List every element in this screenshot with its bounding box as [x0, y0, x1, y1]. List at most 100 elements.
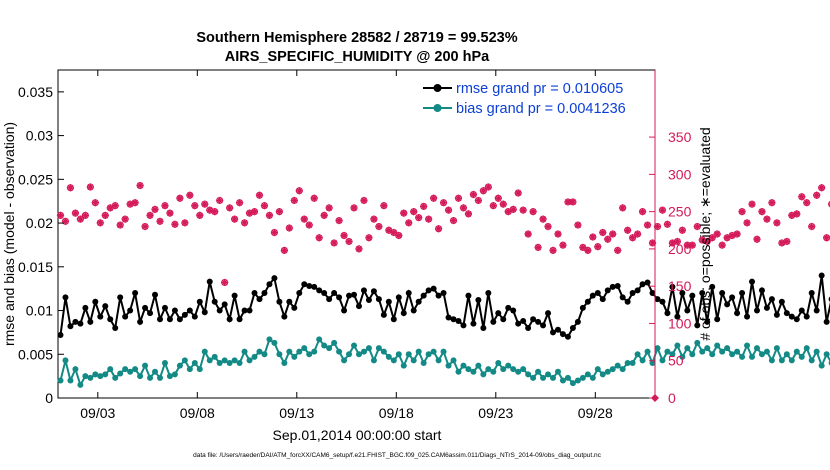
bias-point	[749, 353, 756, 360]
obs-evaluated-marker	[494, 194, 502, 202]
x-tick-label: 09/28	[578, 405, 613, 421]
rmse-point	[206, 278, 213, 285]
bias-point	[211, 353, 218, 360]
rmse-point	[793, 316, 800, 323]
obs-evaluated-marker	[425, 215, 433, 223]
obs-evaluated-marker	[708, 234, 716, 242]
bias-point	[291, 353, 298, 360]
rmse-point	[445, 314, 452, 321]
rmse-point	[346, 292, 353, 299]
legend-bias-label: bias grand pr = 0.0041236	[456, 101, 626, 117]
obs-evaluated-marker	[514, 189, 522, 197]
rmse-point	[679, 290, 686, 297]
bias-point	[520, 366, 527, 373]
obs-evaluated-marker	[594, 243, 602, 251]
legend-rmse-label: rmse grand pr = 0.010605	[456, 81, 623, 97]
rmse-point	[390, 316, 397, 323]
rmse-point	[152, 291, 159, 298]
bias-point	[425, 351, 432, 358]
rmse-point	[291, 304, 298, 311]
bias-point	[142, 362, 149, 369]
obs-evaluated-marker	[459, 204, 468, 212]
obs-evaluated-marker	[469, 190, 478, 199]
bias-point	[634, 351, 641, 358]
rmse-point	[306, 283, 313, 290]
obs-evaluated-marker	[783, 237, 791, 246]
rmse-point	[57, 332, 64, 339]
obs-evaluated-marker	[499, 200, 507, 208]
obs-evaluated-marker	[81, 211, 89, 219]
x-tick-label: 09/08	[180, 405, 215, 421]
rmse-point	[122, 313, 129, 320]
bias-point	[400, 362, 407, 369]
bias-point	[694, 339, 701, 346]
obs-evaluated-marker	[71, 209, 80, 217]
rmse-point	[216, 307, 223, 314]
rmse-point	[455, 318, 462, 325]
obs-evaluated-marker	[166, 209, 174, 217]
rmse-point	[246, 307, 253, 314]
bias-point	[639, 357, 646, 364]
rmse-point	[410, 307, 417, 314]
rmse-point	[276, 298, 283, 305]
rmse-point	[365, 297, 372, 304]
obs-evaluated-marker	[255, 191, 264, 199]
obs-evaluated-marker	[330, 239, 338, 247]
rmse-point	[674, 313, 681, 320]
obs-evaluated-marker	[390, 228, 398, 237]
obs-evaluated-marker	[808, 222, 816, 231]
bias-point	[505, 362, 512, 369]
bias-point	[286, 348, 293, 355]
bias-point	[276, 351, 283, 358]
obs-evaluated-marker	[633, 230, 642, 238]
bias-point	[554, 368, 561, 375]
rmse-point	[614, 283, 621, 290]
obs-evaluated-marker	[519, 206, 527, 214]
obs-evaluated-marker	[818, 184, 826, 192]
bias-point	[813, 348, 820, 355]
rmse-point	[564, 333, 571, 340]
rmse-point	[788, 313, 795, 320]
obs-evaluated-marker	[106, 204, 114, 212]
chart-subtitle: AIRS_SPECIFIC_HUMIDITY @ 200 hPa	[225, 49, 490, 65]
rmse-point	[132, 290, 139, 297]
data-file-footer: data file: /Users/raeder/DAI/ATM_forcXX/…	[193, 452, 602, 459]
bias-point	[321, 342, 328, 349]
bias-point	[823, 351, 830, 358]
obs-evaluated-marker	[733, 230, 741, 238]
axis-ticks: 0 0.005 0.01 0.015 0.02 0.025 0.03 0.035 0 50 100 1…	[18, 70, 692, 421]
obs-evaluated-marker	[265, 211, 274, 219]
rmse-point	[176, 316, 183, 323]
rmse-point	[67, 323, 74, 330]
rmse-point	[142, 304, 149, 311]
obs-evaluated-marker	[479, 187, 487, 195]
bias-point	[196, 366, 203, 373]
bias-point	[485, 366, 492, 373]
chart-title: Southern Hemisphere 28582 / 28719 = 99.5…	[196, 30, 517, 46]
bias-point	[107, 366, 114, 373]
bias-point	[564, 374, 571, 381]
bias-point	[221, 357, 228, 364]
bias-point	[370, 357, 377, 364]
obs-evaluated-marker	[658, 206, 667, 214]
obs-evaluated-marker	[718, 241, 726, 249]
obs-evaluated-marker	[280, 246, 288, 254]
bias-point	[753, 345, 760, 352]
rmse-point	[286, 298, 293, 305]
bias-point	[654, 345, 661, 352]
bias-point	[545, 371, 552, 378]
rmse-point	[465, 292, 472, 299]
rmse-point	[351, 291, 358, 298]
bias-point	[500, 366, 507, 373]
bias-point	[664, 348, 671, 355]
rmse-point	[440, 290, 447, 297]
bias-point	[166, 373, 173, 380]
bias-point	[669, 351, 676, 358]
rmse-point	[699, 290, 706, 297]
bias-point	[152, 368, 159, 375]
obs-evaluated-marker	[370, 215, 378, 223]
obs-evaluated-marker	[196, 211, 204, 219]
bias-point	[649, 360, 656, 367]
rmse-point	[331, 290, 338, 297]
rmse-point	[296, 290, 303, 297]
